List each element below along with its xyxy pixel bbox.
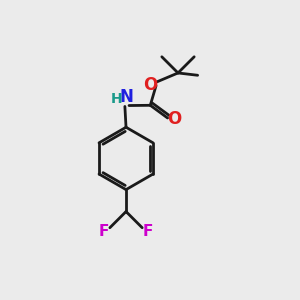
Text: O: O: [167, 110, 181, 128]
Text: F: F: [143, 224, 153, 239]
Text: H: H: [110, 92, 122, 106]
Text: N: N: [119, 88, 133, 106]
Text: O: O: [143, 76, 158, 94]
Text: F: F: [99, 224, 109, 239]
